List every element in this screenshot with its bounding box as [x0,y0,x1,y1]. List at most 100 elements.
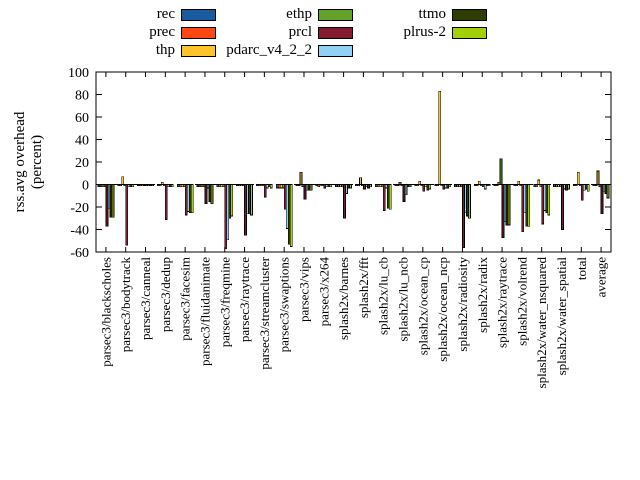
bar-prec [495,184,499,186]
bar-plrus-2 [329,184,333,188]
bar-thp [418,180,422,185]
bar-prcl [125,184,129,246]
bar-pdarc_v4_2_2 [404,184,408,195]
bar-thp [160,181,164,185]
legend-label-plrus-2: plrus-2 [403,24,447,40]
y-tick-label: 60 [75,111,89,126]
legend-swatch-ethp [318,8,353,21]
x-tick-label: splash2x/barnes [336,257,351,340]
y-tick-label: 40 [75,134,89,149]
bar-prcl [561,184,564,230]
bars [97,90,610,249]
bar-thp [438,90,442,185]
bar-prec [475,184,479,186]
y-tick-label: -40 [70,224,89,239]
bar-thp [121,176,125,185]
bar-prec [574,184,578,186]
y-axis-title-line2: (percent) [29,135,45,189]
bar-pdarc_v4_2_2 [345,184,348,194]
x-tick-label: splash2x/fft [356,257,371,319]
bar-prec [436,184,440,186]
plot-border [95,71,612,253]
bar-prcl [580,184,584,201]
bar-thp [359,177,362,185]
bar-prcl [422,184,426,192]
bar-prcl [600,184,604,215]
legend-label-ethp: ethp [286,6,312,22]
bar-plrus-2 [408,184,412,188]
x-tick-label: parsec3/raytrace [237,257,252,342]
legend-swatch-ttmo [452,8,487,21]
bar-thp [398,181,402,185]
bar-prec [416,184,420,186]
legend-item-pdarc_v4_2_2: pdarc_v4_2_2 [172,43,353,58]
legend-item-ttmo: ttmo [356,6,487,22]
bar-prec [594,184,598,186]
bar-prcl [204,184,208,204]
bar-plrus-2 [151,184,154,186]
x-tick-label: splash2x/water_spatial [554,257,569,376]
legend-item-ethp: ethp [172,6,353,22]
x-tick-label: parsec3/vips [296,257,311,322]
x-tick-label: splash2x/volrend [514,257,529,346]
x-tick-label: splash2x/lu_cb [376,257,391,335]
bar-plrus-2 [269,184,273,189]
bar-prec [357,184,360,186]
bar-prec [535,184,539,188]
bar-plrus-2 [507,184,511,226]
bar-plrus-2 [131,184,135,188]
legend-item-plrus-2: plrus-2 [356,24,487,40]
bar-plrus-2 [230,184,234,217]
bar-prcl [462,184,465,248]
x-tick-label: splash2x/radix [475,257,490,333]
x-tick-label: parsec3/bodytrack [118,257,133,353]
axis-labels: 100 80 60 40 20 0 -20 -40 -60 parsec3/blackschole… [68,66,609,388]
bar-plrus-2 [309,184,313,191]
bar-plrus-2 [289,184,293,247]
bar-prec [119,184,123,186]
bar-plrus-2 [586,184,590,192]
bar-plrus-2 [250,184,253,216]
x-tick-label: parsec3/canneal [138,257,153,340]
axes [95,71,612,253]
bar-prec [297,184,301,186]
bar-plrus-2 [388,184,392,210]
legend-item-rec: rec [105,6,216,22]
legend-swatch-prec [181,26,216,39]
y-tick-label: -60 [70,246,89,261]
legend-label-rec: rec [156,6,175,22]
bar-plrus-2 [369,184,372,188]
y-tick-label: 0 [82,179,89,194]
y-axis-title-line1: rss.avg overhead [12,111,28,212]
x-tick-label: parsec3/fluidanimate [197,257,212,366]
bar-plrus-2 [190,184,194,213]
bar-plrus-2 [448,184,452,188]
legend-item-thp: thp [105,43,216,58]
x-tick-label: average [594,257,609,298]
y-tick-label: 100 [68,66,89,81]
x-tick-label: parsec3/blackscholes [98,257,113,367]
x-tick-label: splash2x/ocean_cp [415,257,430,355]
bar-plrus-2 [210,184,214,204]
x-tick-label: parsec3/x264 [316,257,331,327]
bar-thp [596,170,600,185]
x-tick-label: splash2x/water_nsquared [534,257,549,389]
bar-plrus-2 [170,184,174,188]
bar-plrus-2 [487,184,491,186]
bar-prcl [263,184,267,198]
legend-swatch-pdarc_v4_2_2 [318,44,353,57]
bar-prec [158,184,162,186]
legend-item-prcl: prcl [172,24,353,40]
legend-label-prcl: prcl [288,24,312,40]
legend-label-prec: prec [149,24,175,40]
x-tick-label: splash2x/radiosity [455,257,470,352]
bar-plrus-2 [349,184,352,189]
bar-thp [576,171,580,185]
bar-plrus-2 [468,184,471,219]
bar-thp [299,171,303,185]
x-tick-label: parsec3/freqmine [217,257,232,347]
legend-label-ttmo: ttmo [418,6,446,22]
bar-ethp [499,158,503,185]
